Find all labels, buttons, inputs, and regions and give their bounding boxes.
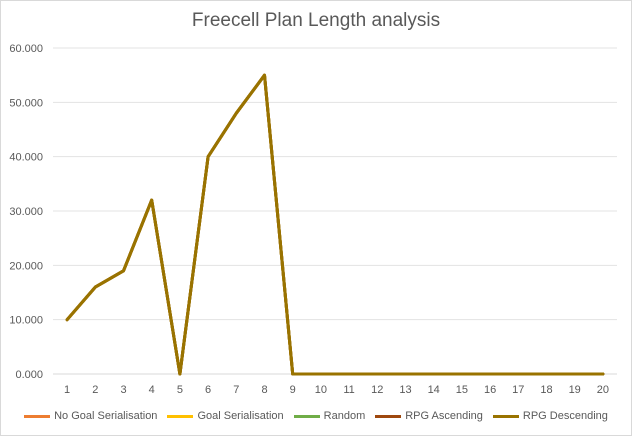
- y-tick-label: 20.000: [9, 260, 43, 272]
- series-lines: [65, 73, 605, 376]
- x-tick-label: 7: [233, 384, 239, 396]
- x-tick-label: 10: [315, 384, 327, 396]
- legend-item: Goal Serialisation: [167, 410, 284, 422]
- x-tick-label: 8: [261, 384, 267, 396]
- series-line-random: [65, 73, 605, 376]
- x-tick-label: 12: [371, 384, 383, 396]
- series-line-rpg-ascending: [65, 73, 605, 376]
- x-tick-label: 6: [205, 384, 211, 396]
- x-tick-label: 4: [149, 384, 155, 396]
- legend-item: RPG Descending: [492, 410, 608, 422]
- legend-swatch: [293, 414, 320, 418]
- x-axis-ticks: 1 2 3 4 5 6 7 8 9 10 11 12 13 14 15 16 17 18 19 20: [64, 384, 609, 396]
- y-tick-label: 40.000: [9, 152, 43, 164]
- legend-label: RPG Descending: [522, 410, 608, 422]
- x-tick-label: 9: [290, 384, 296, 396]
- x-tick-label: 14: [428, 384, 440, 396]
- x-tick-label: 3: [120, 384, 126, 396]
- x-tick-label: 13: [399, 384, 411, 396]
- series-line-goal-serialisation: [65, 73, 605, 376]
- y-tick-label: 50.000: [9, 97, 43, 109]
- legend-swatch: [24, 414, 51, 418]
- x-tick-label: 17: [512, 384, 524, 396]
- x-tick-label: 15: [456, 384, 468, 396]
- x-tick-label: 2: [92, 384, 98, 396]
- legend-label: RPG Ascending: [405, 410, 483, 422]
- y-tick-label: 0.000: [15, 369, 43, 381]
- y-tick-label: 30.000: [9, 206, 43, 218]
- y-tick-label: 10.000: [9, 315, 43, 327]
- x-tick-label: 18: [540, 384, 552, 396]
- x-tick-label: 20: [597, 384, 609, 396]
- legend-item: RPG Ascending: [375, 410, 483, 422]
- x-tick-label: 19: [569, 384, 581, 396]
- legend-label: No Goal Serialisation: [54, 410, 158, 422]
- legend-item: Random: [293, 410, 366, 422]
- x-tick-label: 5: [177, 384, 183, 396]
- x-tick-label: 1: [64, 384, 70, 396]
- y-tick-label: 60.000: [9, 43, 43, 55]
- legend-swatch: [492, 414, 519, 418]
- legend-label: Goal Serialisation: [197, 410, 284, 422]
- series-line-rpg-descending: [65, 73, 605, 376]
- x-tick-label: 16: [484, 384, 496, 396]
- gridlines: [53, 47, 617, 375]
- legend-swatch: [375, 414, 402, 418]
- legend-swatch: [167, 414, 194, 418]
- x-tick-label: 11: [343, 384, 354, 396]
- legend: No Goal Serialisation Goal Serialisation R…: [0, 407, 632, 425]
- y-axis-ticks: 0.000 10.000 20.000 30.000 40.000 50.000 60.00…: [9, 43, 43, 381]
- chart-title: Freecell Plan Length analysis: [191, 10, 441, 31]
- legend-label: Random: [323, 410, 366, 422]
- series-line-no-goal-serialisation: [65, 73, 605, 376]
- legend-item: No Goal Serialisation: [24, 410, 157, 422]
